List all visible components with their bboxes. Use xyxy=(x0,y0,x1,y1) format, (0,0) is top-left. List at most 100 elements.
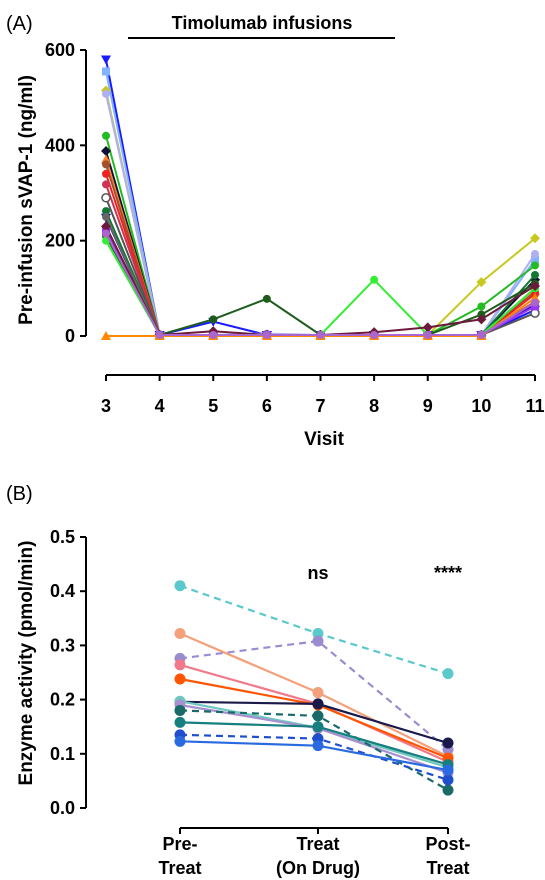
panel-a-point xyxy=(101,331,111,340)
panel-a-point xyxy=(530,233,540,244)
panel-a-point xyxy=(422,322,433,333)
panel-b: (B) Enzyme activity (pmol/min) 0.0 0.1 0.2… xyxy=(6,483,471,878)
panel-b-point xyxy=(312,635,324,647)
panel-a-point xyxy=(530,280,540,291)
panel-b-y-tick-label: 0.3 xyxy=(50,635,75,655)
panel-b-significance-label: ns xyxy=(307,563,328,583)
panel-a-point xyxy=(477,331,486,340)
panel-a-series-4 xyxy=(102,131,539,340)
panel-b-point xyxy=(312,740,324,752)
panel-a-series-13 xyxy=(102,227,539,340)
panel-a-point xyxy=(101,55,111,65)
panel-b-axes: 0.0 0.1 0.2 0.3 0.4 0.5 Pre-Treat Treat (On Drug… xyxy=(50,527,471,878)
panel-b-point xyxy=(174,735,186,747)
panel-b-y-axis-title: Enzyme activity (pmol/min) xyxy=(16,541,37,786)
panel-a-x-tick-label: 6 xyxy=(262,396,272,416)
panel-a-point xyxy=(102,169,110,178)
panel-b-x-tick-label: Pre-Treat xyxy=(158,834,201,878)
panel-a-point xyxy=(476,314,487,325)
panel-a-series-3 xyxy=(102,89,539,340)
panel-b-point xyxy=(442,737,454,749)
panel-a-label: (A) xyxy=(6,13,33,35)
panel-a-axes: 0 200 400 600 3 4 5 6 7 8 9 10 11 xyxy=(45,40,545,416)
panel-b-series xyxy=(174,580,454,796)
panel-a-series-line xyxy=(105,159,536,336)
panel-a-x-tick-label: 11 xyxy=(525,396,544,416)
panel-a-series-16 xyxy=(102,236,539,340)
panel-b-point xyxy=(174,659,186,671)
panel-b-point xyxy=(312,721,324,733)
panel-a-series-line xyxy=(105,197,536,336)
panel-a-series-15 xyxy=(102,231,539,340)
panel-a-series-line xyxy=(105,135,536,336)
panel-a-point xyxy=(531,261,539,270)
panel-b-point xyxy=(312,698,324,710)
panel-a-x-tick-label: 10 xyxy=(471,396,491,416)
panel-a-point xyxy=(101,221,111,232)
panel-a-series-1 xyxy=(102,67,539,340)
panel-a-y-tick-label: 400 xyxy=(45,135,75,155)
panel-b-significance-label: **** xyxy=(434,563,462,583)
panel-a: (A) Timolumab infusions Pre-infusion sVA… xyxy=(6,13,545,450)
panel-a-point xyxy=(102,212,110,221)
panel-a-point xyxy=(370,275,379,284)
panel-a-y-tick-label: 0 xyxy=(65,326,75,346)
panel-a-series-line xyxy=(105,93,536,336)
panel-a-series-8 xyxy=(102,169,539,340)
panel-a-point xyxy=(102,207,110,216)
panel-a-y-tick-label: 200 xyxy=(45,231,75,251)
panel-a-point xyxy=(423,331,432,340)
panel-b-y-tick-label: 0.2 xyxy=(50,690,75,710)
panel-a-x-tick-label: 3 xyxy=(101,396,111,416)
panel-a-x-tick-label: 7 xyxy=(315,396,325,416)
panel-b-series-line xyxy=(179,584,449,675)
panel-b-series-0 xyxy=(174,580,454,680)
panel-b-series-11 xyxy=(174,735,454,776)
panel-a-point xyxy=(531,270,539,279)
panel-b-point xyxy=(442,668,454,680)
panel-a-x-axis-title: Visit xyxy=(304,429,344,450)
panel-a-series-0 xyxy=(101,55,540,341)
panel-b-y-tick-label: 0.4 xyxy=(50,581,75,601)
panel-a-series-19 xyxy=(102,229,539,340)
panel-a-point xyxy=(155,331,164,340)
panel-a-point xyxy=(477,302,486,311)
panel-a-series-line xyxy=(105,216,536,336)
panel-a-point xyxy=(101,193,111,203)
panel-a-series-line xyxy=(105,164,536,336)
panel-a-series-line xyxy=(105,210,536,336)
panel-a-series xyxy=(101,55,540,341)
panel-b-point xyxy=(174,716,186,728)
panel-a-series-line xyxy=(105,217,536,336)
panel-a-point xyxy=(102,89,110,98)
panel-a-point xyxy=(316,331,325,340)
panel-a-y-tick-label: 600 xyxy=(45,40,75,60)
panel-a-series-2 xyxy=(101,85,540,341)
panel-a-series-line xyxy=(105,150,536,336)
panel-a-series-line xyxy=(105,233,536,336)
panel-a-x-tick-label: 9 xyxy=(423,396,433,416)
panel-b-point xyxy=(174,704,186,716)
panel-b-point xyxy=(442,764,454,776)
panel-b-point xyxy=(442,774,454,786)
panel-b-y-tick-label: 0.5 xyxy=(50,527,75,547)
panel-b-point xyxy=(174,580,186,592)
infusion-annotation: Timolumab infusions xyxy=(172,13,353,33)
panel-a-point xyxy=(102,131,110,140)
panel-a-point xyxy=(531,255,539,264)
panel-a-point xyxy=(209,315,218,324)
panel-a-series-line xyxy=(105,71,536,336)
panel-b-point xyxy=(312,687,324,699)
panel-a-point xyxy=(101,146,111,157)
panel-a-x-tick-label: 4 xyxy=(155,396,165,416)
panel-b-x-tick-label: Treat (On Drug) xyxy=(276,834,360,878)
panel-a-point xyxy=(262,294,271,303)
panel-a-x-tick-label: 8 xyxy=(369,396,379,416)
panel-b-y-tick-label: 0.0 xyxy=(50,798,75,818)
panel-b-point xyxy=(312,627,324,639)
panel-a-series-9 xyxy=(102,180,539,340)
panel-b-point xyxy=(174,673,186,685)
panel-a-point xyxy=(531,250,539,259)
panel-a-point xyxy=(102,229,110,238)
panel-a-point xyxy=(370,331,379,340)
